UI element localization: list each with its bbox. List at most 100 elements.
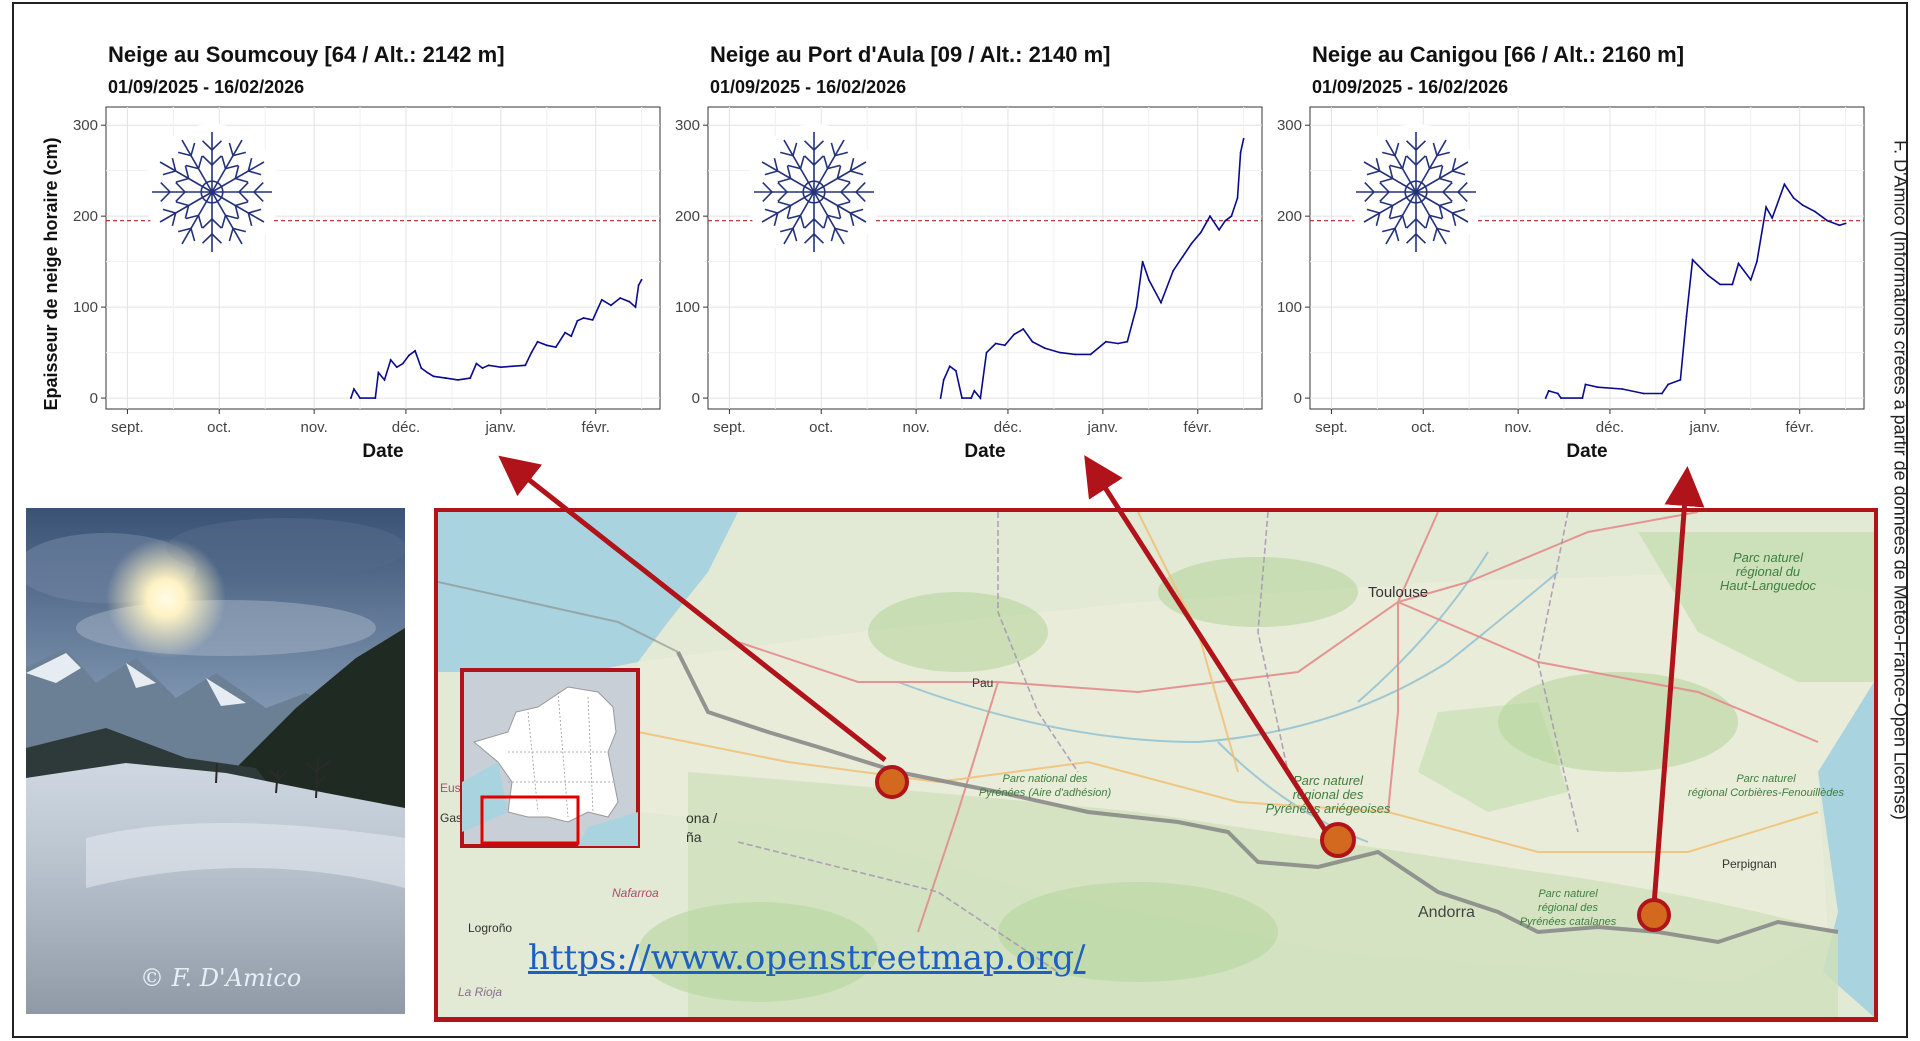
snowflake-arm <box>1385 139 1417 193</box>
snowflake-branch <box>1389 214 1403 220</box>
data-point <box>1581 397 1584 399</box>
snowflake-branch <box>780 227 794 233</box>
snowflake-branch <box>185 164 199 170</box>
openstreetmap-map[interactable]: Toulouse Pau Andorra Perpignan Nafarroa … <box>434 508 1878 1022</box>
snowflake-branch <box>190 228 196 242</box>
series-line <box>350 279 643 399</box>
snowflake-branch <box>232 151 246 157</box>
data-point <box>1771 217 1774 219</box>
snowflake-branch <box>1452 208 1466 214</box>
x-tick-label: déc. <box>994 419 1022 436</box>
snowflake-branch <box>780 151 794 157</box>
snowflake-branch <box>1438 165 1444 179</box>
data-point <box>1642 392 1645 395</box>
y-tick-label: 200 <box>1277 208 1302 225</box>
snowflake-branch <box>1439 177 1453 183</box>
map-label-line: Parc naturel <box>1293 773 1364 788</box>
data-point <box>610 304 612 307</box>
snowflake-branch <box>1442 191 1453 203</box>
data-point <box>1031 340 1034 343</box>
chart-canigou: Neige au Canigou [66 / Alt.: 2160 m] 01/0… <box>1277 42 1865 462</box>
x-tick-label: févr. <box>582 419 610 436</box>
data-point <box>1147 278 1150 281</box>
map-label-line: Haut-Languedoc <box>1720 578 1817 593</box>
data-point <box>1013 333 1015 336</box>
data-point <box>1621 388 1624 390</box>
snowflake-branch <box>1366 170 1380 176</box>
data-point <box>1003 344 1006 347</box>
snowflake-branch <box>201 218 213 229</box>
data-point <box>536 340 539 343</box>
snowflake-branch <box>787 214 801 220</box>
chart-subtitle: 01/09/2025 - 16/02/2026 <box>108 77 304 97</box>
data-point <box>970 397 973 399</box>
data-point <box>395 366 398 369</box>
marker-canigou[interactable] <box>1637 898 1671 932</box>
data-point <box>487 364 490 367</box>
snowflake-arm <box>159 191 213 223</box>
snowflake-branch <box>253 191 264 203</box>
snowflake-branch <box>162 208 176 214</box>
map-label-line: Parc naturel <box>1733 550 1804 565</box>
data-point <box>600 298 603 301</box>
snowflake-branch <box>836 165 842 179</box>
data-point <box>628 300 631 303</box>
snowflake-branch <box>840 191 851 203</box>
snowflake-branch <box>1364 191 1375 203</box>
data-point <box>1181 256 1184 258</box>
snowflake-branch <box>786 205 792 219</box>
data-point <box>524 364 527 367</box>
arrow-canigou <box>1651 466 1705 906</box>
x-tick-label: févr. <box>1786 419 1814 436</box>
snowflake-arm <box>813 161 867 193</box>
data-point <box>389 358 392 361</box>
map-label-line: régional du <box>1736 564 1800 579</box>
marker-soumcouy[interactable] <box>875 765 909 799</box>
snowflake-branch <box>1375 158 1381 172</box>
map-label-line: Pyrénées (Aire d'adhésion) <box>979 787 1112 799</box>
data-point <box>475 362 478 365</box>
snowflake-branch <box>1379 201 1393 207</box>
map-label-perpignan: Perpignan <box>1722 857 1777 871</box>
data-point <box>1022 328 1025 330</box>
y-tick-label: 100 <box>675 299 700 316</box>
snowflake-branch <box>1415 155 1427 166</box>
snowflake-arm <box>813 191 867 223</box>
snowflake-branch <box>1415 218 1427 229</box>
y-tick-label: 0 <box>692 390 700 407</box>
data-point <box>1135 306 1138 309</box>
map-label-gas: Gas <box>440 811 462 825</box>
snowflake-branch <box>786 165 792 179</box>
data-point <box>1685 315 1688 318</box>
y-tick-label: 0 <box>90 390 98 407</box>
snowflake-branch <box>773 212 779 226</box>
map-label-line: Pyrénées ariégeoises <box>1265 801 1391 816</box>
data-point <box>383 378 386 381</box>
snowflake-branch <box>190 142 196 156</box>
snowflake-branch <box>175 177 189 183</box>
openstreetmap-link[interactable]: https://www.openstreetmap.org/ <box>528 938 1086 978</box>
data-point <box>432 375 435 378</box>
map-label-line: Parc national des <box>1003 773 1088 785</box>
snowflake-branch <box>175 201 189 207</box>
snowflake-branch <box>225 164 239 170</box>
map-label-logrono: Logroño <box>468 921 512 935</box>
snowflake-branch <box>827 214 841 220</box>
snowflake-branch <box>201 155 213 166</box>
y-tick-label: 100 <box>73 299 98 316</box>
snowflake-branch <box>849 212 855 226</box>
snowflake-branch <box>1388 165 1394 179</box>
data-point <box>377 371 380 374</box>
snowflake-arm <box>211 191 243 245</box>
snowflake-branch <box>777 201 791 207</box>
marker-port-daula[interactable] <box>1320 822 1356 858</box>
x-tick-label: oct. <box>1411 419 1435 436</box>
data-point <box>1209 215 1211 218</box>
snowflake-branch <box>1442 181 1453 193</box>
charts-area: Epaisseur de neige horaire (cm) Neige au… <box>41 42 1865 462</box>
snowflake-branch <box>162 170 176 176</box>
data-point <box>1089 353 1092 356</box>
data-point <box>1230 215 1233 218</box>
snowflake-branch <box>1432 228 1438 242</box>
data-point <box>1224 219 1227 222</box>
